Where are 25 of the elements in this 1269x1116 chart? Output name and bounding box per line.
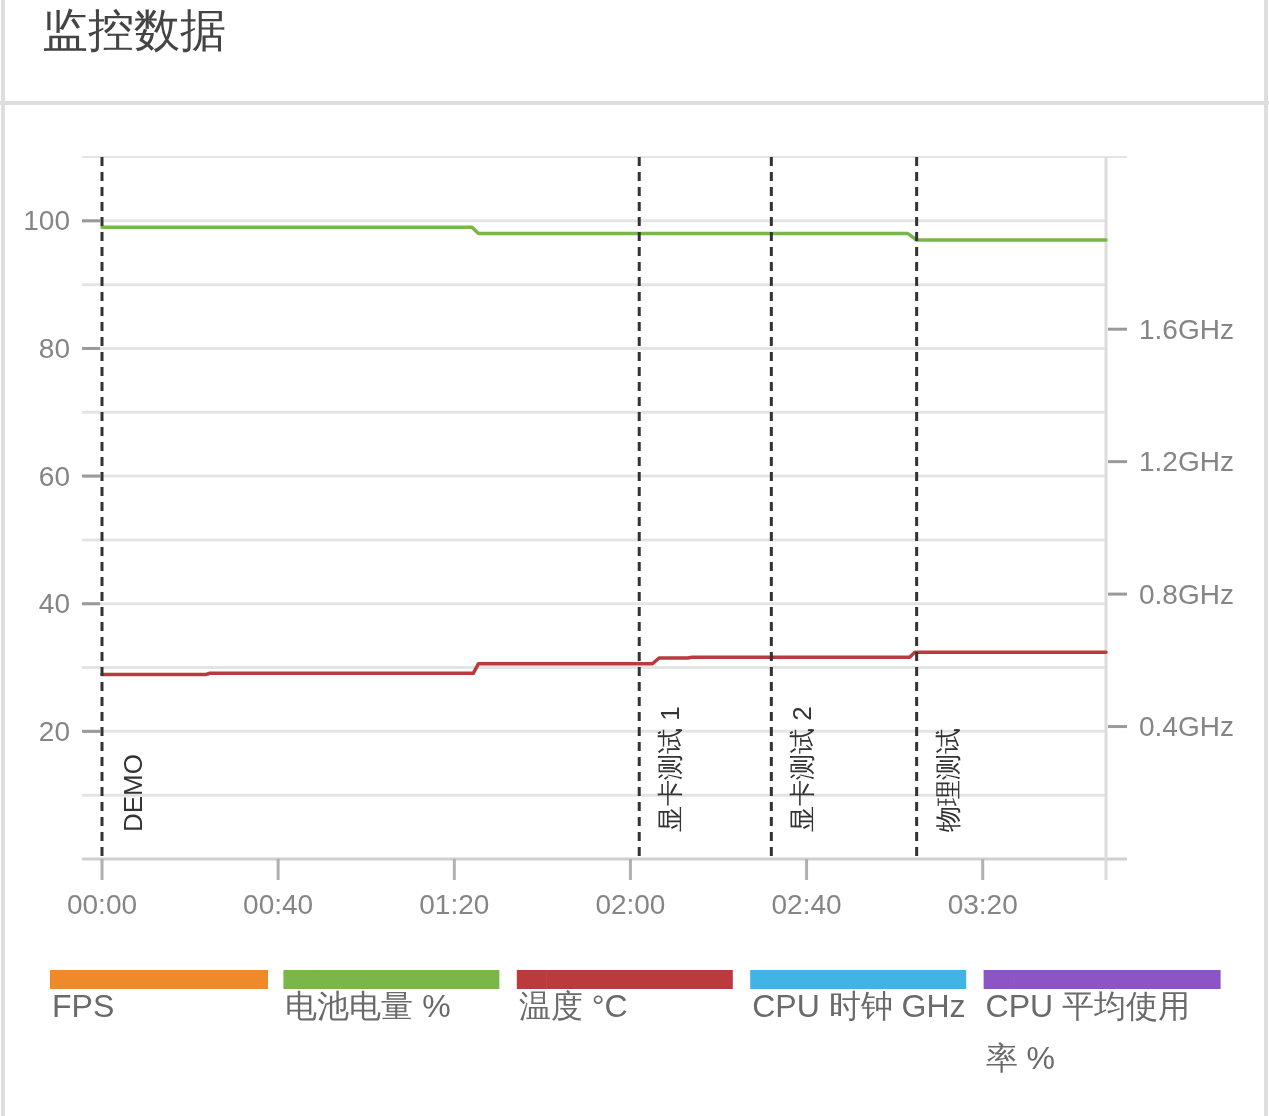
x-tick-label: 01:20	[419, 888, 490, 920]
ref-line-label: DEMO	[118, 754, 148, 832]
y-tick-label: 100	[23, 205, 70, 237]
y2-tick-label: 0.4GHz	[1139, 711, 1234, 743]
ref-line-label: 物理测试	[932, 728, 963, 832]
y-tick-label: 20	[38, 715, 70, 747]
y2-tick-label: 1.6GHz	[1139, 313, 1234, 345]
y2-tick-label: 0.8GHz	[1139, 578, 1234, 610]
y2-tick-label: 1.2GHz	[1139, 446, 1234, 478]
chart-title: 监控数据	[42, 4, 226, 56]
x-tick-label: 02:40	[771, 888, 842, 920]
y-tick-label: 40	[38, 588, 70, 620]
legend-label: CPU 平均使用率 %	[985, 988, 1191, 1076]
x-tick-label: 03:20	[947, 888, 1018, 920]
legend-label: FPS	[52, 988, 115, 1024]
y-tick-label: 60	[38, 460, 70, 492]
legend-label: CPU 时钟 GHz	[752, 988, 966, 1024]
x-tick-label: 00:40	[243, 888, 314, 920]
legend-label: 温度 °C	[518, 988, 628, 1024]
ref-line-label: 显卡测试 1	[655, 706, 686, 832]
ref-line-label: 显卡测试 2	[787, 706, 818, 832]
x-tick-label: 00:00	[66, 888, 138, 920]
x-tick-label: 02:00	[595, 888, 666, 920]
y-tick-label: 80	[38, 332, 70, 364]
legend-label: 电池电量 %	[285, 988, 451, 1024]
